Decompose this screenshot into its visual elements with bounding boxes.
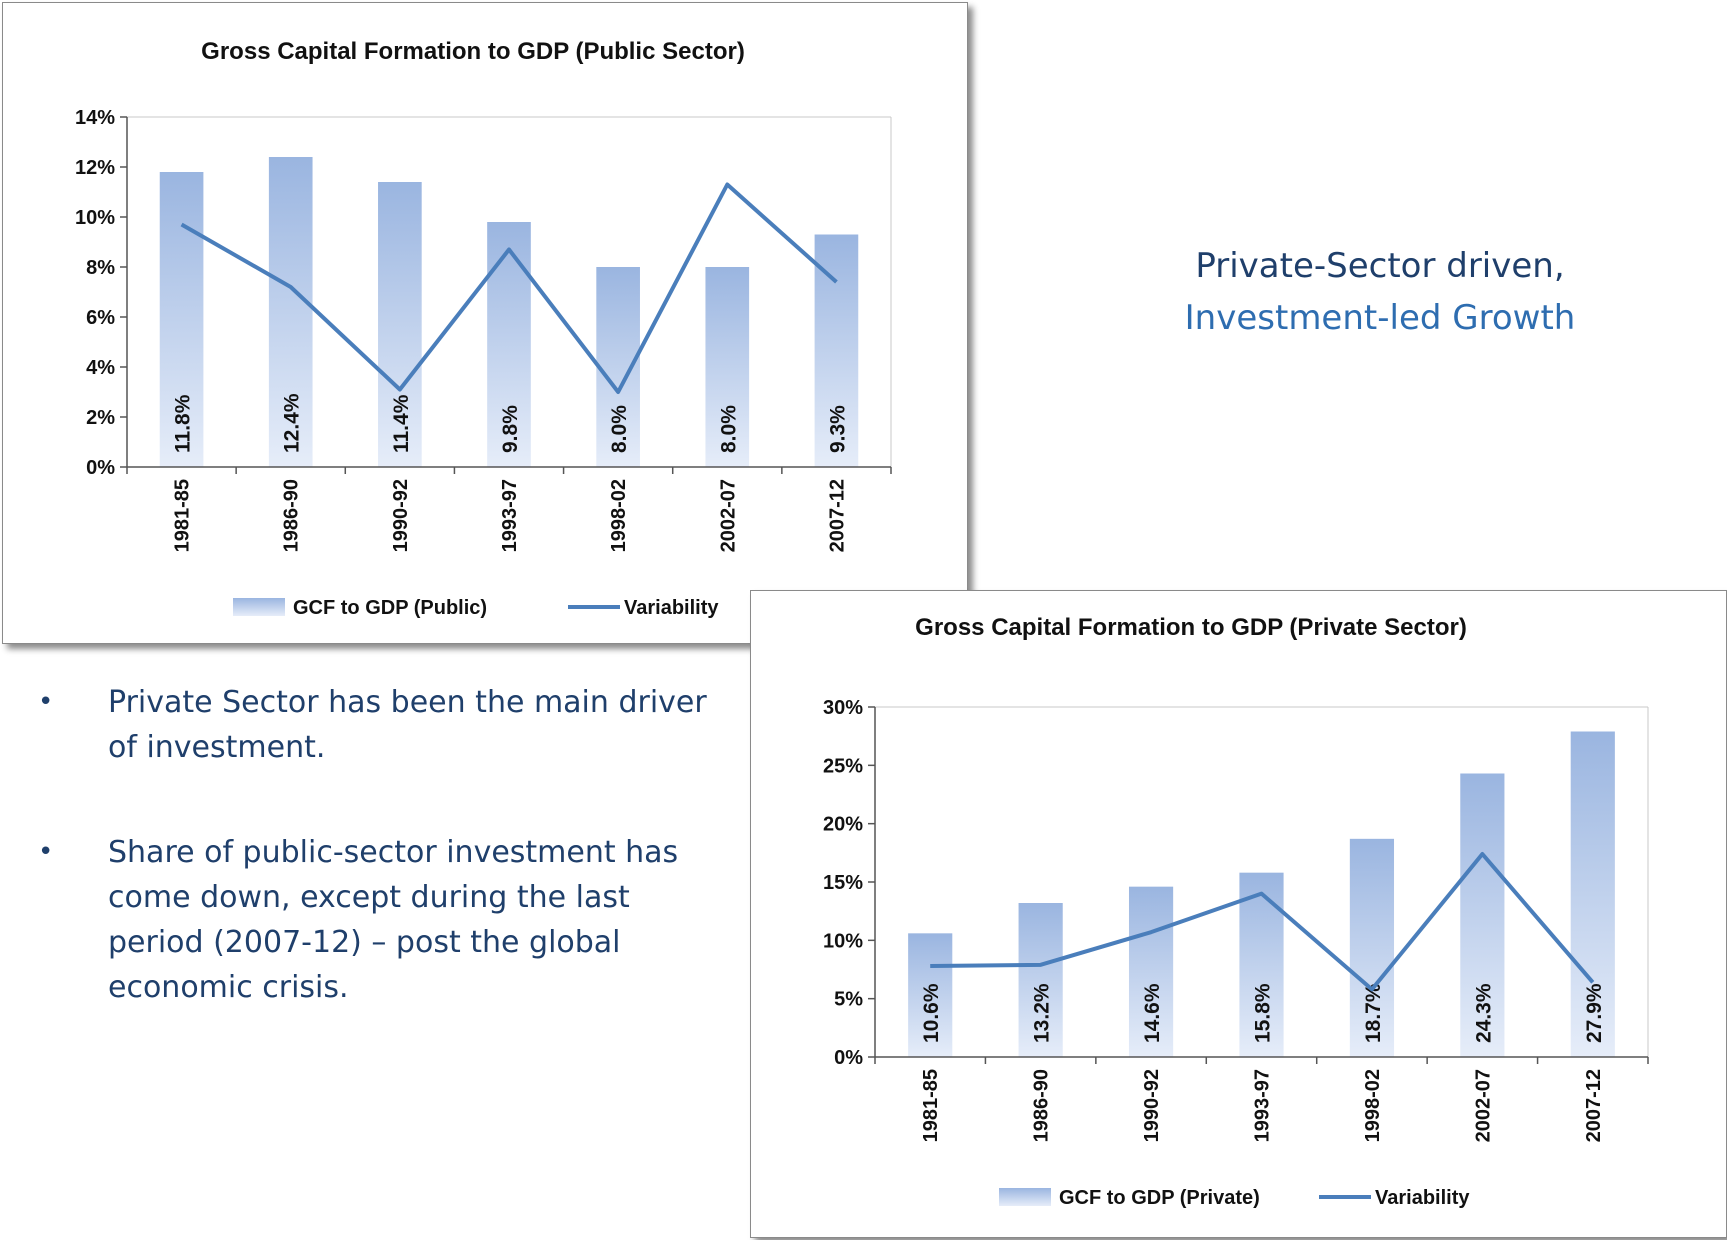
public-sector-chart: Gross Capital Formation to GDP (Public S…: [75, 38, 892, 619]
bullet-dot: •: [38, 687, 54, 717]
y-tick-label: 0%: [86, 457, 115, 479]
y-tick-label: 4%: [86, 357, 115, 379]
x-tick-label: 1986-90: [1031, 1069, 1053, 1142]
bullet-item-1: • Private Sector has been the main drive…: [30, 680, 720, 770]
bar: [1570, 731, 1615, 1057]
data-label: 11.8%: [172, 394, 195, 453]
legend-line-label: Variability: [624, 597, 719, 619]
x-tick-label: 1998-02: [1362, 1069, 1384, 1142]
tagline-line-2: Investment-led Growth: [1184, 298, 1576, 338]
bar: [705, 267, 750, 467]
private-sector-chart: Gross Capital Formation to GDP (Private …: [823, 614, 1649, 1209]
bullet-list: • Private Sector has been the main drive…: [30, 680, 720, 1070]
bar: [1460, 773, 1505, 1057]
bullet-item-2: • Share of public-sector investment has …: [30, 830, 720, 1010]
legend-bar-swatch: [233, 598, 285, 616]
x-tick-label: 1981-85: [920, 1069, 942, 1142]
bar: [378, 182, 422, 467]
y-tick-label: 25%: [823, 755, 863, 777]
data-label: 10.6%: [920, 983, 943, 1043]
x-tick-label: 2002-07: [717, 479, 739, 552]
y-tick-label: 20%: [823, 814, 863, 836]
y-tick-label: 2%: [86, 407, 115, 429]
public-sector-chart-panel: Gross Capital Formation to GDP (Public S…: [2, 2, 968, 644]
x-tick-label: 2007-12: [826, 479, 848, 552]
bar: [1128, 886, 1174, 1057]
data-label: 8.0%: [608, 405, 631, 453]
data-label: 11.4%: [390, 394, 413, 453]
bar: [908, 933, 953, 1057]
y-tick-label: 0%: [834, 1047, 863, 1069]
data-label: 14.6%: [1141, 983, 1164, 1043]
bar: [814, 234, 859, 467]
y-tick-label: 5%: [834, 989, 863, 1011]
data-label: 13.2%: [1031, 983, 1054, 1043]
chart-title: Gross Capital Formation to GDP (Public S…: [201, 38, 745, 65]
x-tick-label: 2002-07: [1472, 1069, 1494, 1142]
x-tick-label: 1990-92: [1141, 1069, 1163, 1142]
y-tick-label: 10%: [823, 930, 863, 952]
bar: [1239, 872, 1284, 1057]
data-label: 27.9%: [1583, 983, 1606, 1043]
tagline-line-1: Private-Sector driven,: [1195, 246, 1565, 286]
bullet-dot: •: [38, 837, 54, 867]
y-tick-label: 14%: [75, 107, 115, 129]
data-label: 12.4%: [281, 393, 304, 453]
y-tick-label: 8%: [86, 257, 115, 279]
x-tick-label: 1993-97: [1252, 1069, 1274, 1142]
y-tick-label: 12%: [75, 157, 115, 179]
x-tick-label: 1993-97: [499, 479, 521, 552]
bullet-text: Private Sector has been the main driver …: [108, 685, 707, 765]
y-tick-label: 6%: [86, 307, 115, 329]
bullet-text: Share of public-sector investment has co…: [108, 835, 679, 1005]
data-label: 24.3%: [1472, 983, 1495, 1043]
bar: [159, 172, 204, 467]
legend-line-label: Variability: [1375, 1187, 1470, 1209]
data-label: 15.8%: [1252, 983, 1275, 1043]
legend-bar-swatch: [999, 1188, 1051, 1206]
legend-bar-label: GCF to GDP (Private): [1059, 1187, 1260, 1209]
x-tick-label: 1990-92: [390, 479, 412, 552]
private-sector-chart-panel: Gross Capital Formation to GDP (Private …: [750, 590, 1727, 1238]
x-tick-label: 2007-12: [1583, 1069, 1605, 1142]
bar: [487, 222, 531, 467]
x-tick-label: 1981-85: [172, 479, 194, 552]
tagline: Private-Sector driven, Investment-led Gr…: [1080, 240, 1680, 344]
y-tick-label: 15%: [823, 872, 863, 894]
x-tick-label: 1986-90: [281, 479, 303, 552]
bar: [268, 157, 313, 467]
data-label: 8.0%: [717, 405, 740, 453]
data-label: 18.7%: [1362, 983, 1385, 1043]
y-tick-label: 10%: [75, 207, 115, 229]
data-label: 9.3%: [826, 405, 849, 453]
x-tick-label: 1998-02: [608, 479, 630, 552]
variability-line: [930, 852, 1595, 992]
variability-line: [180, 182, 838, 394]
legend-bar-label: GCF to GDP (Public): [293, 597, 487, 619]
data-label: 9.8%: [499, 405, 522, 453]
chart-title: Gross Capital Formation to GDP (Private …: [915, 614, 1467, 641]
y-tick-label: 30%: [823, 697, 863, 719]
bar: [1349, 838, 1395, 1057]
bar: [1018, 903, 1063, 1057]
